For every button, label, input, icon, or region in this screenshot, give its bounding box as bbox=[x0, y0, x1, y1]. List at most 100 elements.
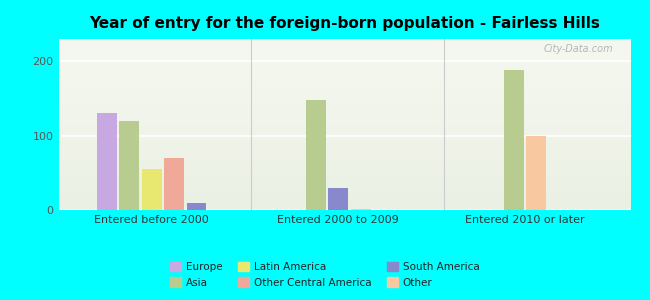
Bar bbox=[58, 125, 630, 126]
Bar bbox=[58, 62, 630, 63]
Bar bbox=[58, 80, 630, 81]
Bar bbox=[58, 94, 630, 95]
Bar bbox=[58, 102, 630, 103]
Bar bbox=[58, 63, 630, 64]
Bar bbox=[58, 114, 630, 115]
Bar bbox=[58, 103, 630, 104]
Bar bbox=[58, 140, 630, 141]
Bar bbox=[58, 198, 630, 199]
Bar bbox=[58, 148, 630, 149]
Title: Year of entry for the foreign-born population - Fairless Hills: Year of entry for the foreign-born popul… bbox=[89, 16, 600, 31]
Legend: Europe, Asia, Latin America, Other Central America, South America, Other: Europe, Asia, Latin America, Other Centr… bbox=[166, 258, 484, 292]
Bar bbox=[58, 149, 630, 150]
Bar bbox=[328, 188, 348, 210]
Bar bbox=[58, 79, 630, 80]
Bar bbox=[58, 131, 630, 132]
Bar bbox=[58, 64, 630, 65]
Bar bbox=[58, 42, 630, 43]
Bar bbox=[58, 121, 630, 122]
Bar bbox=[58, 67, 630, 68]
Bar bbox=[58, 46, 630, 47]
Bar bbox=[58, 130, 630, 131]
Bar bbox=[58, 51, 630, 52]
Bar bbox=[58, 143, 630, 144]
Bar bbox=[58, 157, 630, 158]
Bar bbox=[58, 145, 630, 146]
Bar bbox=[58, 126, 630, 127]
Bar bbox=[58, 73, 630, 74]
Bar bbox=[58, 72, 630, 73]
Bar bbox=[58, 52, 630, 53]
Bar bbox=[58, 155, 630, 156]
Bar bbox=[351, 208, 370, 210]
Bar bbox=[58, 98, 630, 99]
Bar bbox=[58, 81, 630, 82]
Bar bbox=[58, 60, 630, 61]
Bar bbox=[58, 180, 630, 181]
Bar bbox=[58, 96, 630, 97]
Bar bbox=[58, 201, 630, 202]
Bar bbox=[58, 49, 630, 50]
Bar bbox=[58, 54, 630, 55]
Bar bbox=[58, 107, 630, 108]
Bar bbox=[58, 56, 630, 57]
Bar bbox=[58, 127, 630, 128]
Bar bbox=[58, 162, 630, 163]
Bar bbox=[58, 120, 630, 121]
Bar bbox=[58, 89, 630, 90]
Bar bbox=[58, 45, 630, 46]
Bar bbox=[58, 40, 630, 41]
Bar bbox=[58, 160, 630, 161]
Bar bbox=[58, 175, 630, 176]
Bar bbox=[58, 74, 630, 75]
Bar bbox=[58, 183, 630, 184]
Bar bbox=[58, 209, 630, 210]
Bar bbox=[58, 95, 630, 96]
Bar bbox=[58, 97, 630, 98]
Bar bbox=[504, 70, 523, 210]
Bar bbox=[58, 186, 630, 187]
Bar bbox=[58, 191, 630, 192]
Bar bbox=[58, 173, 630, 174]
Bar bbox=[58, 109, 630, 110]
Bar bbox=[58, 57, 630, 58]
Bar bbox=[58, 134, 630, 135]
Bar bbox=[58, 159, 630, 160]
Bar bbox=[58, 206, 630, 207]
Bar bbox=[58, 165, 630, 166]
Bar bbox=[58, 152, 630, 153]
Bar bbox=[58, 193, 630, 194]
Bar bbox=[58, 69, 630, 70]
Bar bbox=[58, 93, 630, 94]
Bar bbox=[58, 203, 630, 204]
Bar bbox=[58, 194, 630, 195]
Bar bbox=[58, 66, 630, 67]
Bar bbox=[58, 156, 630, 157]
Bar bbox=[58, 179, 630, 180]
Bar bbox=[58, 116, 630, 117]
Bar bbox=[58, 47, 630, 48]
Bar bbox=[58, 184, 630, 185]
Bar bbox=[58, 68, 630, 69]
Bar bbox=[58, 111, 630, 112]
Bar bbox=[58, 104, 630, 105]
Bar bbox=[58, 100, 630, 101]
Bar bbox=[58, 61, 630, 62]
Bar bbox=[58, 161, 630, 162]
Bar bbox=[58, 190, 630, 191]
Bar bbox=[58, 200, 630, 201]
Bar bbox=[58, 43, 630, 44]
Bar bbox=[58, 181, 630, 182]
Bar bbox=[58, 174, 630, 175]
Bar bbox=[58, 177, 630, 178]
Bar bbox=[58, 199, 630, 200]
Bar bbox=[58, 204, 630, 205]
Bar bbox=[58, 59, 630, 60]
Bar bbox=[58, 110, 630, 111]
Bar bbox=[58, 41, 630, 42]
Bar bbox=[58, 147, 630, 148]
Bar bbox=[58, 185, 630, 186]
Bar bbox=[58, 187, 630, 188]
Bar bbox=[58, 172, 630, 173]
Bar bbox=[58, 99, 630, 100]
